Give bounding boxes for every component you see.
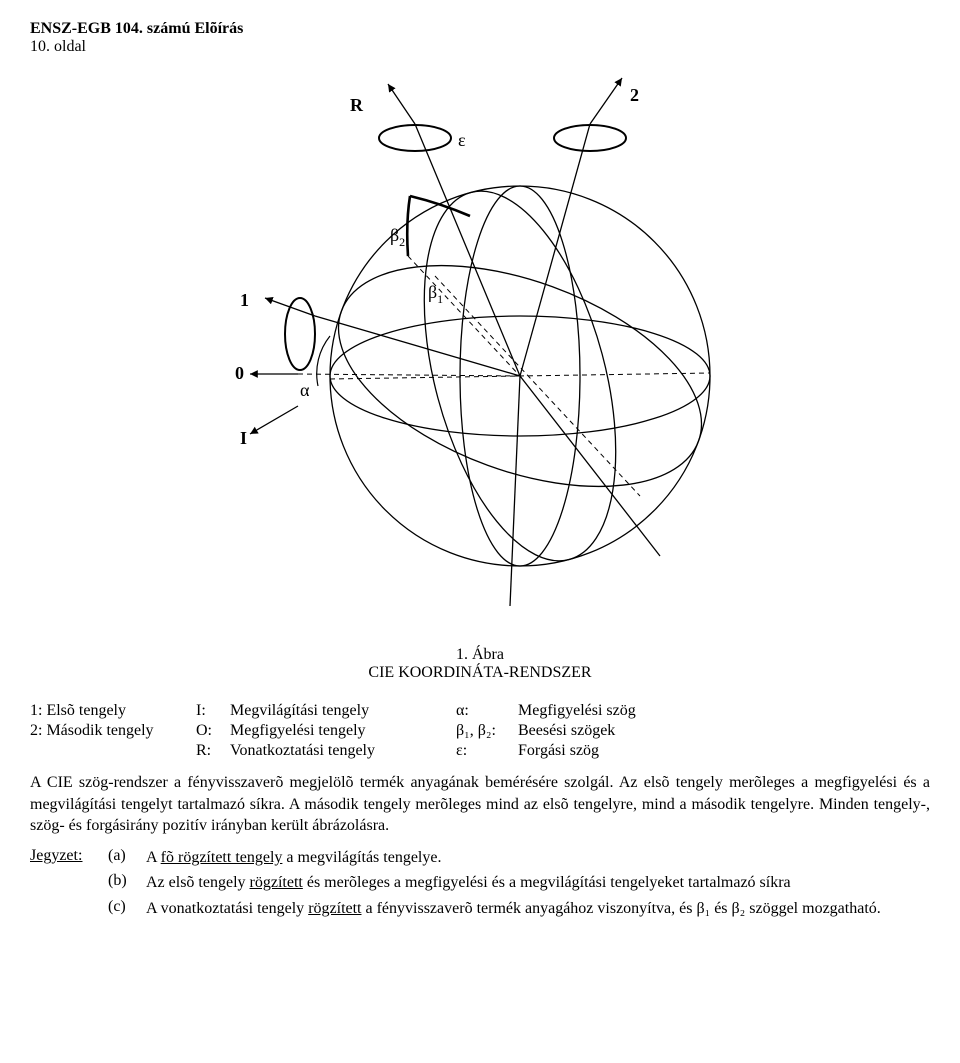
diagram-label-two: 2 — [630, 85, 639, 105]
legend-row: 2: Második tengelyO:Megfigyelési tengely… — [30, 722, 724, 742]
legend-axis-sym: I: — [196, 702, 230, 722]
diagram-label-zero: 0 — [235, 363, 244, 383]
legend-axis-num: 2: Második tengely — [30, 722, 196, 742]
diagram-label-one: 1 — [240, 290, 249, 310]
cie-diagram: Rε 2 1 0 Iα β2 β1 — [160, 76, 800, 636]
note-letter: (c) — [108, 898, 146, 924]
notes-table: Jegyzet: (a)A fõ rögzített tengely a megv… — [30, 847, 889, 924]
legend-angle-sym: ε: — [456, 742, 518, 762]
note-letter: (a) — [108, 847, 146, 873]
note-letter: (b) — [108, 872, 146, 898]
legend-angle-sym: α: — [456, 702, 518, 722]
description-paragraph: A CIE szög-rendszer a fényvisszaverõ meg… — [30, 772, 930, 837]
legend-axis-desc: Megfigyelési tengely — [230, 722, 456, 742]
doc-title: ENSZ-EGB 104. számú Elõírás — [30, 20, 930, 38]
diagram-label-alpha: α — [300, 380, 310, 400]
note-row: Jegyzet: (a)A fõ rögzített tengely a megv… — [30, 847, 889, 873]
legend-angle-desc: Megfigyelési szög — [518, 702, 724, 722]
figure-caption: 1. Ábra CIE KOORDINÁTA-RENDSZER — [30, 646, 930, 682]
page-header: ENSZ-EGB 104. számú Elõírás 10. oldal — [30, 20, 930, 56]
legend-table: 1: Elsõ tengelyI:Megvilágítási tengelyα:… — [30, 702, 724, 762]
legend-row: 1: Elsõ tengelyI:Megvilágítási tengelyα:… — [30, 702, 724, 722]
legend-axis-desc: Vonatkoztatási tengely — [230, 742, 456, 762]
legend-angle-desc: Forgási szög — [518, 742, 724, 762]
legend-row: R:Vonatkoztatási tengelyε:Forgási szög — [30, 742, 724, 762]
legend-angle-sym: β₁, β₂: — [456, 722, 518, 742]
diagram-label-R: R — [350, 95, 364, 115]
diagram-label-I: I — [240, 428, 247, 448]
note-row: (c)A vonatkoztatási tengely rögzített a … — [30, 898, 889, 924]
legend-axis-sym: R: — [196, 742, 230, 762]
diagram-label-beta1: β1 — [428, 282, 443, 306]
figure-title: CIE KOORDINÁTA-RENDSZER — [30, 664, 930, 682]
legend-axis-sym: O: — [196, 722, 230, 742]
note-text: Az elsõ tengely rögzített és merõleges a… — [146, 872, 889, 898]
note-text: A vonatkoztatási tengely rögzített a fén… — [146, 898, 889, 924]
legend-axis-desc: Megvilágítási tengely — [230, 702, 456, 722]
legend-axis-num — [30, 742, 196, 762]
figure-1: Rε 2 1 0 Iα β2 β1 1. Ábra CIE KOORDINÁTA-RENDS… — [30, 76, 930, 682]
diagram-label-eps: ε — [458, 130, 466, 150]
legend-axis-num: 1: Elsõ tengely — [30, 702, 196, 722]
notes-label: Jegyzet: — [30, 847, 82, 864]
page-number: 10. oldal — [30, 38, 930, 56]
figure-number: 1. Ábra — [30, 646, 930, 664]
diagram-label-beta2: β2 — [390, 225, 405, 249]
legend-angle-desc: Beesési szögek — [518, 722, 724, 742]
note-row: (b)Az elsõ tengely rögzített és merõlege… — [30, 872, 889, 898]
note-text: A fõ rögzített tengely a megvilágítás te… — [146, 847, 889, 873]
